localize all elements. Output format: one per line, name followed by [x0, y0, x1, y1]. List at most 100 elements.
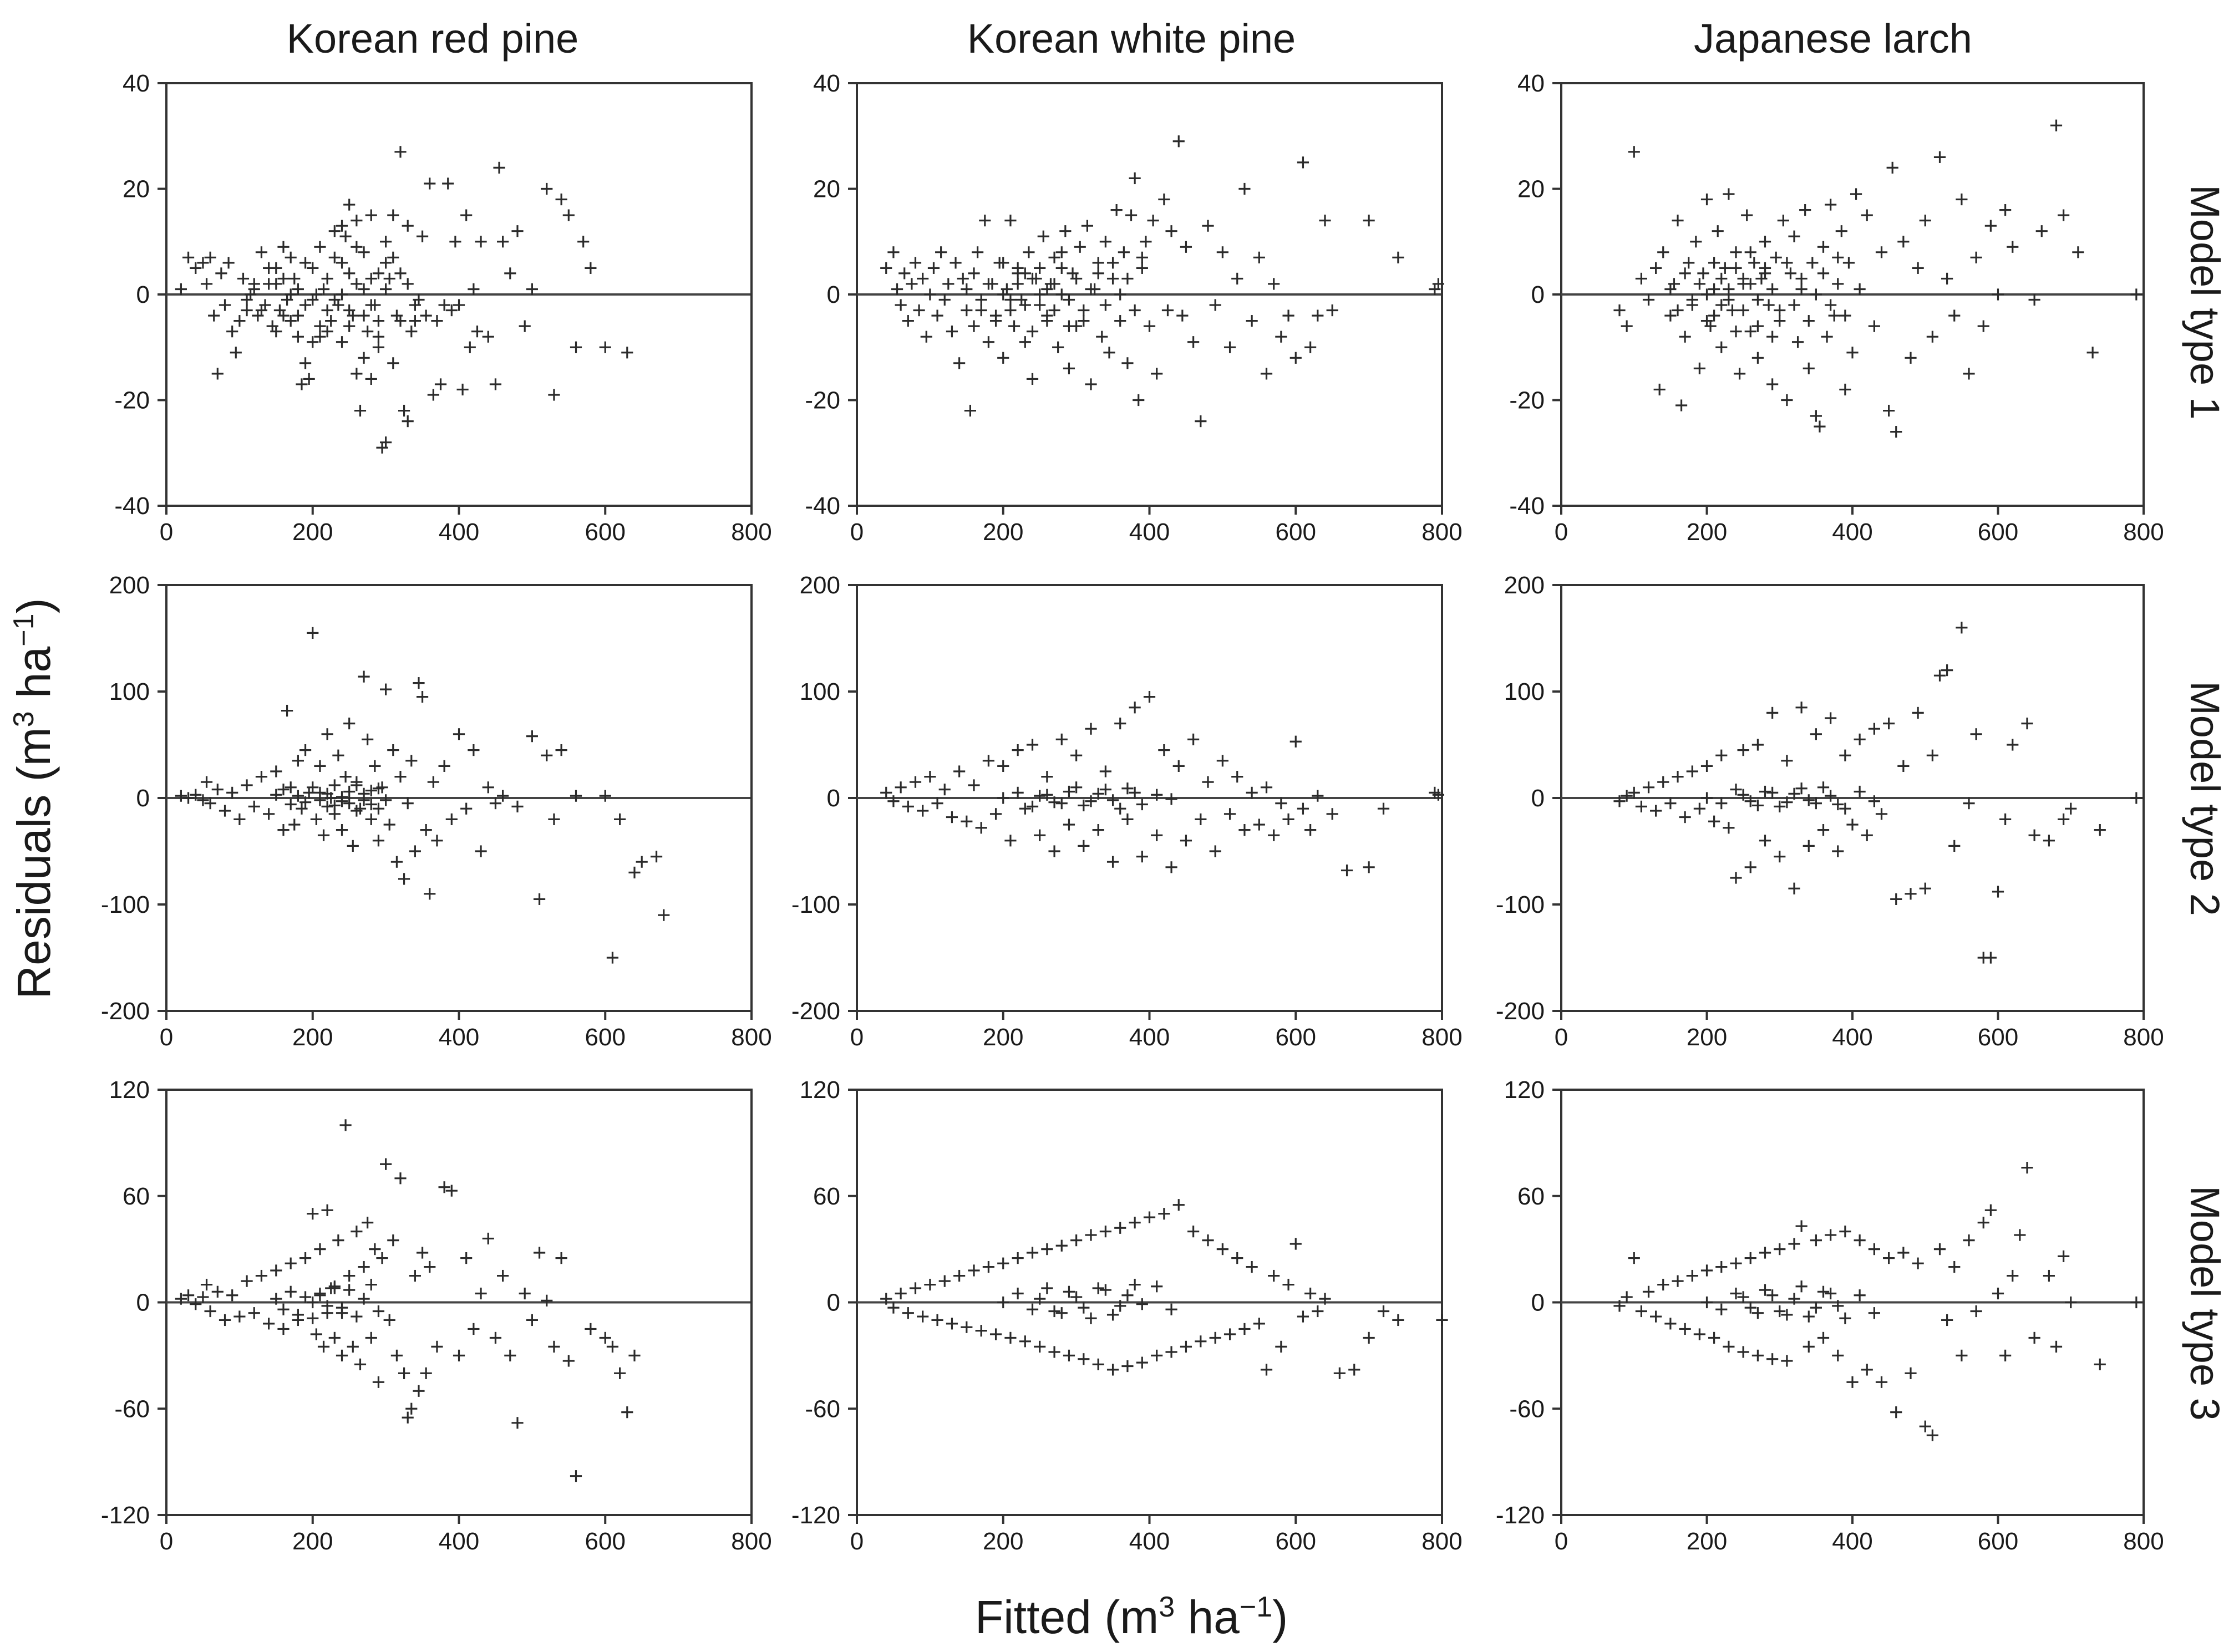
data-point [1817, 824, 1830, 836]
data-point [1078, 840, 1090, 852]
x-tick-label: 800 [2123, 1528, 2164, 1555]
data-point [255, 304, 268, 317]
data-point [1165, 793, 1177, 805]
data-point [351, 779, 363, 791]
data-point [471, 326, 484, 338]
data-point [1803, 794, 1815, 806]
y-tick-label: -60 [805, 1395, 840, 1422]
data-point [1832, 278, 1844, 290]
data-point [416, 690, 429, 703]
data-point [475, 845, 487, 857]
data-point [1788, 1238, 1800, 1250]
data-point [1708, 283, 1720, 296]
data-point [1712, 225, 1724, 237]
data-point [1012, 1252, 1024, 1264]
data-point [1992, 886, 2004, 898]
data-point [1672, 770, 1684, 783]
data-point [1693, 362, 1705, 374]
row-label-model-type-2: Model type 2 [2182, 681, 2228, 916]
data-point [1195, 415, 1207, 428]
data-point [1026, 1303, 1039, 1315]
data-point [1748, 257, 1760, 269]
data-point [398, 404, 410, 417]
data-point [1114, 288, 1126, 301]
data-point [380, 683, 392, 695]
data-point [358, 670, 370, 683]
data-point [307, 262, 319, 274]
data-point [1209, 299, 1221, 311]
data-point [343, 320, 356, 332]
data-point [1392, 1314, 1404, 1326]
y-tick-label: 0 [827, 281, 840, 308]
data-point [277, 1303, 290, 1315]
y-tick-label: 60 [1517, 1183, 1545, 1210]
data-point [1037, 230, 1049, 242]
x-tick-label: 600 [585, 1528, 626, 1555]
data-point [1187, 733, 1200, 746]
data-point [1664, 1318, 1677, 1330]
data-point [1679, 267, 1691, 279]
data-point [548, 813, 560, 826]
y-tick-label: 40 [123, 70, 150, 97]
data-point [372, 835, 385, 847]
data-point [1956, 622, 1968, 634]
data-point [1180, 241, 1192, 253]
data-point [1055, 733, 1068, 746]
data-point [1715, 341, 1728, 353]
data-point [1333, 1367, 1346, 1379]
y-tick-label: 0 [827, 1289, 840, 1316]
data-point [263, 1318, 275, 1330]
data-point [1672, 304, 1684, 317]
data-point [1781, 394, 1793, 406]
data-point [1795, 272, 1808, 285]
data-point [1161, 304, 1174, 317]
data-point [1106, 1364, 1119, 1376]
data-point [226, 1289, 238, 1302]
data-point [405, 326, 418, 338]
data-point [321, 326, 333, 338]
data-point [1700, 1296, 1713, 1309]
data-point [372, 267, 385, 279]
data-point [1730, 872, 1742, 884]
data-point [409, 845, 421, 857]
data-point [541, 1294, 553, 1307]
data-point [468, 283, 480, 296]
data-point [420, 309, 432, 322]
data-point [1700, 1264, 1713, 1277]
y-tick-label: -120 [791, 1502, 840, 1529]
data-point [1026, 1247, 1039, 1259]
data-point [1941, 664, 1953, 677]
data-point [2058, 1250, 2070, 1263]
data-point [1650, 805, 1662, 817]
data-point [935, 246, 947, 258]
data-point [380, 257, 392, 269]
data-point [299, 1291, 312, 1303]
data-point [1231, 770, 1243, 783]
data-point [372, 782, 385, 795]
data-point [292, 309, 304, 322]
data-point [1019, 336, 1031, 348]
y-tick-label: 0 [1531, 1289, 1545, 1316]
data-point [1034, 1293, 1046, 1305]
data-point [938, 293, 951, 306]
data-point [946, 1318, 958, 1330]
data-point [1143, 1211, 1156, 1223]
data-point [1041, 1282, 1053, 1294]
data-point [314, 1287, 326, 1300]
data-point [2021, 717, 2033, 730]
data-point [1642, 781, 1655, 794]
x-tick-label: 0 [1555, 1024, 1568, 1051]
data-point [1377, 802, 1390, 815]
data-point [1803, 315, 1815, 327]
data-point [1723, 188, 1735, 200]
data-point [2058, 813, 2070, 826]
data-point [1708, 257, 1720, 269]
data-point [1817, 1285, 1830, 1298]
data-point [1151, 829, 1163, 841]
data-point [1195, 1335, 1207, 1348]
data-point [1063, 785, 1075, 798]
data-point [975, 822, 987, 834]
